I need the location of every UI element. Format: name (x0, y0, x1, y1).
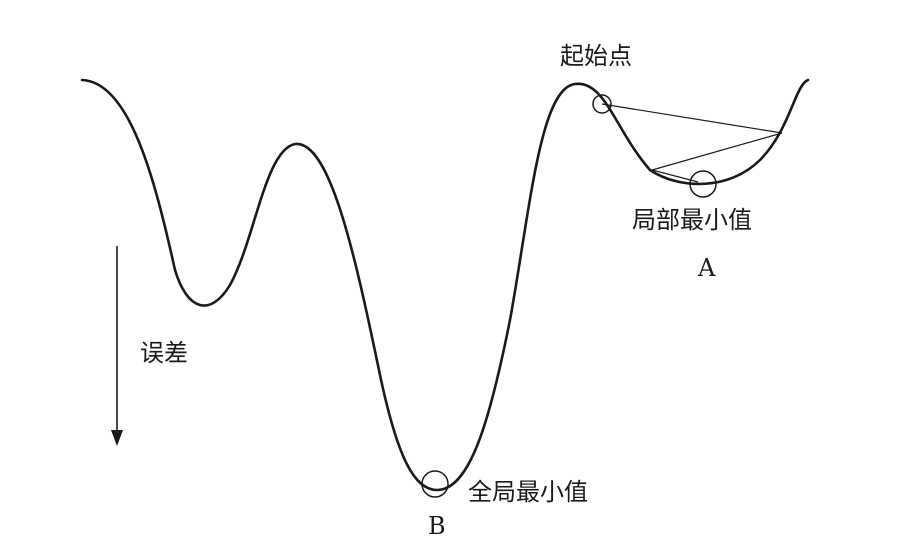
error-curve (80, 78, 810, 492)
error-label: 误差 (140, 339, 188, 367)
global-min-marker (421, 470, 449, 498)
error-axis-arrowhead (111, 430, 123, 446)
descent-path (601, 103, 783, 183)
global-min-letter: B (428, 512, 446, 540)
start-point-label: 起始点 (560, 42, 632, 70)
global-min-label: 全局最小值 (468, 478, 588, 506)
local-min-marker (689, 170, 717, 198)
start-point-marker (592, 94, 612, 114)
local-min-letter: A (697, 254, 716, 282)
local-min-label: 局部最小值 (632, 206, 752, 234)
